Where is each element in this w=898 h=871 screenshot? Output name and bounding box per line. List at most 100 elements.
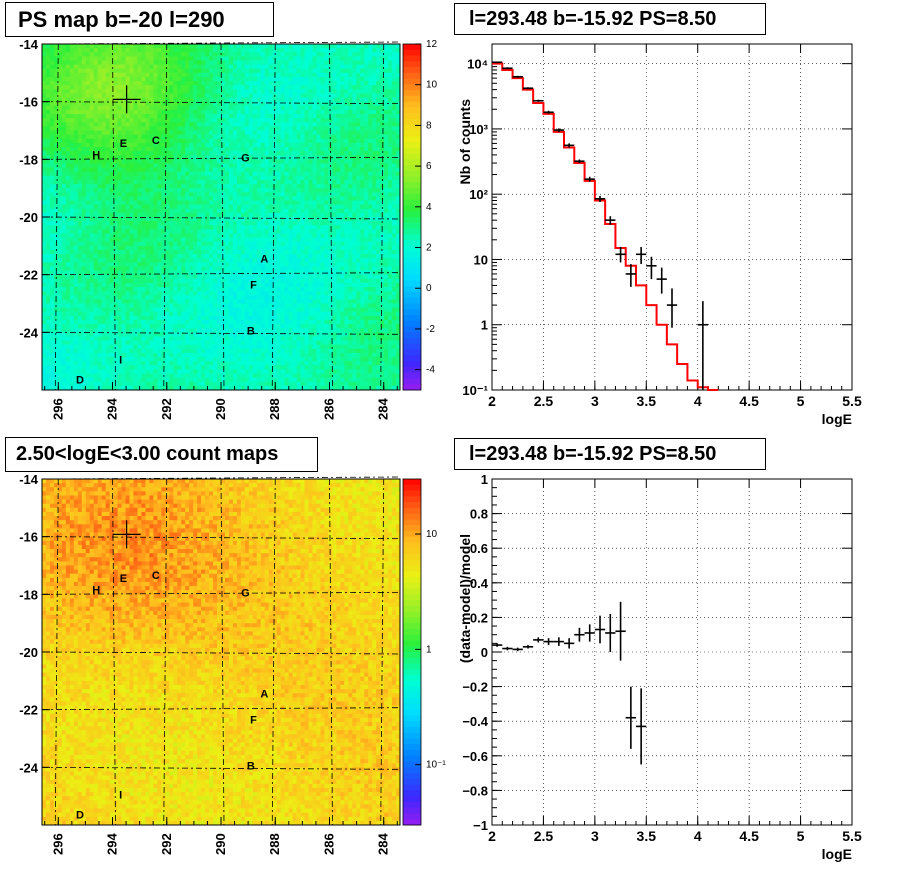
colorbar-band xyxy=(403,744,421,751)
plot-panel-1: 2 2.5 3 3.5 4 4.5 5 5.5 logE 10⁻¹ 1 10 10² 10³ 10⁴ Nb o… xyxy=(457,43,862,427)
colorbar-band xyxy=(403,519,421,526)
colorbar-band xyxy=(403,263,421,270)
colorbar-band xyxy=(403,165,421,172)
map-grid-line-b xyxy=(41,101,401,105)
colorbar-band xyxy=(403,628,421,636)
colorbar-band xyxy=(403,594,421,601)
y-tick-label: −0.8 xyxy=(462,783,488,798)
colorbar-band xyxy=(403,807,421,814)
colorbar-band xyxy=(403,652,421,659)
map-grid-line-l xyxy=(271,478,276,826)
colorbar-band xyxy=(403,251,421,258)
colorbar-band xyxy=(403,315,421,322)
colorbar-band xyxy=(403,513,421,520)
y-tick-label: 0.6 xyxy=(470,541,488,556)
colorbar-band xyxy=(403,378,421,385)
colorbar-band xyxy=(403,240,421,247)
x-tick-label: 2.5 xyxy=(534,393,554,409)
map-grid-line-l xyxy=(329,478,333,826)
colorbar-1: 12 10 8 6 4 2 0 -2 -4 xyxy=(402,39,438,391)
colorbar-tick-label: 4 xyxy=(426,202,432,213)
colorbar-band xyxy=(403,153,421,160)
colorbar-band xyxy=(403,107,421,114)
source-label: C xyxy=(152,570,160,582)
source-label: G xyxy=(241,587,250,599)
colorbar-band xyxy=(403,484,421,491)
colorbar-2: 10 1 10⁻¹ xyxy=(402,478,446,826)
colorbar-band xyxy=(403,182,421,189)
colorbar-band xyxy=(403,773,421,780)
colorbar-band xyxy=(403,507,421,514)
colorbar-tick-label: -4 xyxy=(426,365,435,376)
colorbar-band xyxy=(403,617,421,624)
colorbar-band xyxy=(403,571,421,578)
spectrum-title: l=293.48 b=-15.92 PS=8.50 xyxy=(454,3,766,35)
y-tick-label: 10³ xyxy=(469,122,488,137)
source-label: D xyxy=(76,809,84,821)
x-tick-label: 3 xyxy=(591,393,599,409)
map-grid-line-b xyxy=(41,766,401,770)
x-tick-label: 294 xyxy=(105,833,120,855)
y-tick-label: 0 xyxy=(481,645,488,660)
map-panel-1: 296 294 292 290 288 286 284 -14 -16 -18 -20 -22 -24 E… xyxy=(19,37,401,420)
y-tick-label: −0.2 xyxy=(462,680,488,695)
x-tick-label: 294 xyxy=(105,398,120,420)
colorbar-band xyxy=(403,640,421,647)
source-label: F xyxy=(250,714,257,726)
colorbar-band xyxy=(403,130,421,137)
map-grid-line-b xyxy=(41,331,401,335)
y-tick-label: 10 xyxy=(474,252,488,267)
x-tick-label: 3.5 xyxy=(637,828,657,844)
map-grid-line-b xyxy=(41,156,401,160)
map-grid-line-b xyxy=(41,272,401,276)
colorbar-band xyxy=(403,605,421,613)
colorbar-band xyxy=(403,84,421,91)
map-grid-line-b xyxy=(41,707,401,711)
colorbar-tick-label: -2 xyxy=(426,324,435,335)
colorbar-band xyxy=(403,675,421,682)
source-label: C xyxy=(152,135,160,147)
colorbar-band xyxy=(403,67,421,74)
colorbar-band xyxy=(403,136,421,143)
x-axis-title: logE xyxy=(822,846,852,862)
colorbar-band xyxy=(403,663,421,670)
colorbar-band xyxy=(403,268,421,276)
colorbar-band xyxy=(403,698,421,705)
source-label: H xyxy=(92,585,100,597)
colorbar-band xyxy=(403,790,421,797)
colorbar-band xyxy=(403,709,421,716)
heatmap-cells xyxy=(42,44,401,391)
map-grid-line-l xyxy=(271,43,276,391)
source-label: H xyxy=(92,150,100,162)
y-tick-label: 1 xyxy=(481,472,488,487)
colorbar-band xyxy=(403,588,421,595)
colorbar-band xyxy=(403,565,421,572)
colorbar-band xyxy=(403,118,421,126)
colorbar-frame xyxy=(402,43,422,391)
plot-grid xyxy=(491,44,853,391)
source-label: D xyxy=(76,374,84,386)
colorbar-band xyxy=(403,559,421,566)
x-tick-label: 292 xyxy=(159,833,174,855)
x-axis-title: logE xyxy=(822,411,852,427)
map-grid-line-l xyxy=(380,43,385,391)
colorbar-band xyxy=(403,600,421,607)
y-tick-label: -24 xyxy=(19,325,39,340)
colorbar-band xyxy=(403,101,421,108)
x-tick-label: 5 xyxy=(797,828,805,844)
colorbar-band xyxy=(403,680,421,687)
colorbar-band xyxy=(403,761,421,768)
colorbar-band xyxy=(403,366,421,374)
y-axis-title: Nb of counts xyxy=(457,99,473,185)
colorbar-band xyxy=(403,147,421,154)
colorbar-band xyxy=(403,170,421,178)
source-label: G xyxy=(241,152,250,164)
y-tick-label: -22 xyxy=(19,703,38,718)
colorbar-band xyxy=(403,280,421,287)
colorbar-band xyxy=(403,124,421,131)
y-tick-label: -18 xyxy=(19,587,38,602)
source-label: E xyxy=(120,138,127,150)
source-label: A xyxy=(260,253,268,265)
colorbar-band xyxy=(403,95,421,103)
